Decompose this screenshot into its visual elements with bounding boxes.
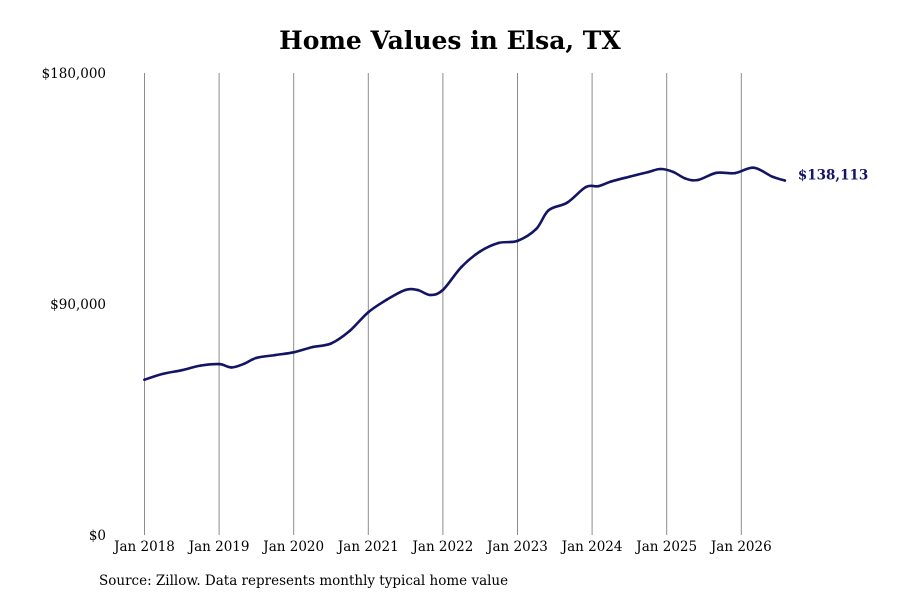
data-point	[230, 366, 233, 369]
y-tick-label: $180,000	[42, 66, 106, 82]
x-axis-ticks: Jan 2018 Jan 2019 Jan 2020 Jan 2021 Jan 2022…	[112, 539, 772, 555]
data-point	[217, 362, 221, 366]
data-point	[143, 378, 146, 382]
data-point	[547, 209, 550, 212]
data-point	[534, 227, 538, 231]
source-note: Source: Zillow. Data represents monthly …	[99, 573, 509, 589]
data-point	[348, 329, 351, 333]
data-point	[584, 185, 588, 189]
data-point	[292, 351, 296, 354]
x-tick-label: Jan 2022	[410, 539, 473, 555]
x-tick-label: Jan 2023	[485, 539, 548, 555]
data-point	[696, 178, 700, 182]
data-point	[311, 345, 314, 349]
gridlines	[144, 73, 742, 535]
data-point	[733, 171, 737, 175]
x-tick-label: Jan 2019	[187, 539, 250, 555]
data-point	[771, 175, 774, 178]
series-layer	[143, 166, 787, 382]
data-point	[565, 201, 569, 204]
data-point	[161, 372, 165, 376]
data-point	[609, 180, 613, 183]
end-value-label: $138,113	[798, 168, 868, 184]
x-tick-label: Jan 2024	[560, 539, 623, 555]
data-point	[659, 167, 662, 171]
x-tick-label: Jan 2026	[709, 539, 772, 555]
data-point	[404, 288, 407, 292]
data-point	[441, 288, 445, 292]
x-tick-label: Jan 2018	[112, 539, 175, 555]
chart-title: Home Values in Elsa, TX	[279, 26, 621, 55]
y-axis-ticks: $0 $90,000 $180,000	[42, 66, 106, 544]
data-point	[273, 353, 277, 357]
data-point	[255, 356, 258, 360]
series-line-0	[143, 166, 787, 381]
data-point	[242, 362, 246, 366]
data-point	[671, 170, 675, 174]
data-point	[516, 239, 519, 243]
data-point	[180, 368, 184, 372]
data-point	[752, 166, 755, 169]
data-point	[628, 175, 631, 178]
data-point	[429, 293, 432, 297]
data-point	[385, 298, 389, 301]
data-point	[597, 184, 600, 188]
end-value-label-layer: $138,113	[798, 168, 868, 184]
data-point	[367, 310, 370, 314]
data-point	[715, 171, 718, 175]
y-tick-label: $0	[89, 528, 106, 544]
data-point	[199, 364, 202, 367]
data-point	[783, 179, 787, 182]
x-tick-label: Jan 2021	[336, 539, 399, 555]
data-point	[684, 177, 687, 180]
data-point	[416, 288, 420, 292]
data-point	[646, 170, 650, 174]
x-tick-label: Jan 2020	[261, 539, 324, 555]
data-point	[478, 250, 482, 253]
x-tick-label: Jan 2025	[634, 539, 697, 555]
data-point	[497, 241, 501, 245]
data-point	[329, 342, 333, 345]
y-tick-label: $90,000	[50, 297, 106, 313]
data-point	[460, 265, 463, 269]
